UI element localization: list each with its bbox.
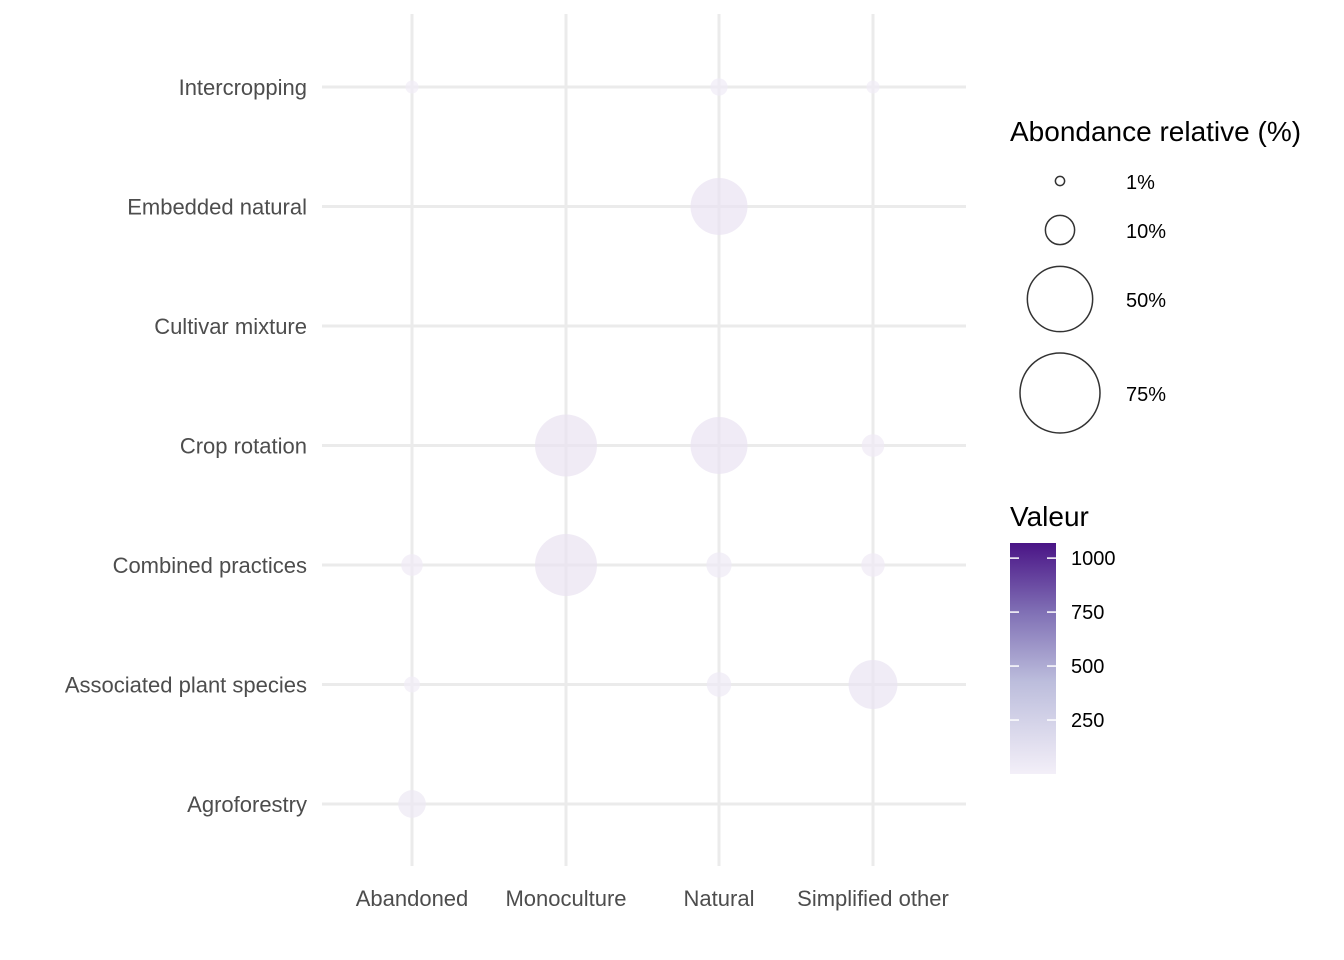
data-point-9	[535, 534, 597, 596]
y-tick-label: Combined practices	[113, 553, 307, 578]
size-legend-label: 10%	[1126, 221, 1166, 243]
data-point-4	[690, 178, 748, 235]
data-point-12	[404, 676, 420, 693]
x-tick-label: Abandoned	[356, 886, 469, 911]
x-tick-label: Natural	[684, 886, 755, 911]
colorbar-label: 750	[1071, 602, 1104, 624]
y-tick-label: Intercropping	[179, 75, 307, 100]
colorbar	[1010, 543, 1056, 774]
y-tick-label: Agroforestry	[187, 792, 307, 817]
y-tick-label: Crop rotation	[180, 434, 307, 459]
data-point-6	[690, 417, 748, 474]
size-legend-key	[1019, 352, 1101, 434]
x-axis: Abandoned Monoculture Natural Simplified ot…	[356, 886, 949, 911]
data-point-15	[398, 790, 426, 818]
size-legend-title: Abondance relative (%)	[1010, 116, 1301, 147]
size-legend-key	[1044, 214, 1076, 246]
size-legend-key	[1054, 175, 1066, 187]
y-tick-label: Cultivar mixture	[154, 314, 307, 339]
data-point-8	[401, 554, 423, 576]
y-tick-label: Embedded natural	[127, 195, 307, 220]
data-point-11	[861, 553, 885, 577]
y-tick-label: Associated plant species	[65, 673, 307, 698]
size-legend-label: 1%	[1126, 172, 1155, 194]
size-legend-label: 50%	[1126, 290, 1166, 312]
size-legend-key	[1026, 265, 1094, 333]
colorbar-label: 500	[1071, 656, 1104, 678]
size-legend: Abondance relative (%) 1% 10% 50% 75%	[1010, 116, 1301, 434]
x-tick-label: Simplified other	[797, 886, 949, 911]
data-point-1	[405, 80, 419, 94]
x-tick-label: Monoculture	[505, 886, 626, 911]
data-point-5	[535, 414, 597, 477]
gridlines	[322, 14, 966, 866]
color-legend-title: Valeur	[1010, 501, 1089, 532]
data-point-7	[861, 434, 885, 457]
data-point-2	[710, 78, 728, 96]
data-point-13	[706, 672, 732, 697]
data-points	[398, 78, 898, 818]
y-axis: Agroforestry Associated plant species Comb…	[65, 75, 307, 817]
color-legend: Valeur 250 500 750 1000	[1010, 501, 1116, 774]
data-point-14	[848, 660, 898, 709]
data-point-10	[706, 552, 732, 578]
colorbar-label: 1000	[1071, 548, 1116, 570]
size-legend-label: 75%	[1126, 384, 1166, 406]
data-point-3	[866, 80, 880, 94]
colorbar-label: 250	[1071, 710, 1104, 732]
